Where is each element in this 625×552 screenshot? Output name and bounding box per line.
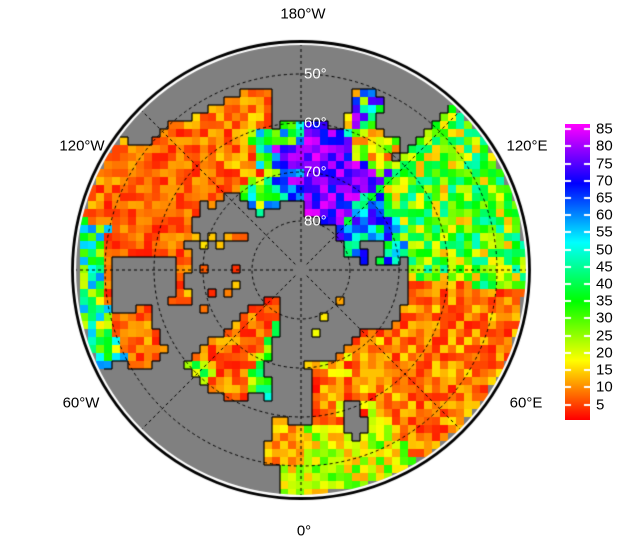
colorbar-tick-label-5: 5 [596, 396, 605, 413]
colorbar-tick-label-35: 35 [596, 292, 613, 310]
colorbar-tick-label-85: 85 [596, 120, 613, 138]
colorbar-tick-label-55: 55 [596, 223, 613, 241]
colorbar-tick-label-10: 10 [596, 378, 613, 396]
colorbar-tick-label-60: 60 [596, 206, 613, 224]
colorbar-tick-label-45: 45 [596, 258, 613, 276]
colorbar-tick-label-20: 20 [596, 344, 613, 362]
colorbar-tick-label-65: 65 [596, 189, 613, 207]
colorbar-tick-label-80: 80 [596, 137, 613, 155]
colorbar-tick-label-75: 75 [596, 155, 613, 173]
colorbar-tick-label-70: 70 [596, 172, 613, 190]
colorbar-tick-label-40: 40 [596, 275, 613, 293]
colorbar [565, 124, 590, 420]
colorbar-tick-label-30: 30 [596, 309, 613, 327]
colorbar-tick-label-25: 25 [596, 327, 613, 345]
colorbar-gradient [565, 124, 590, 420]
colorbar-tick-label-15: 15 [596, 361, 613, 379]
colorbar-tick-label-50: 50 [596, 241, 613, 259]
